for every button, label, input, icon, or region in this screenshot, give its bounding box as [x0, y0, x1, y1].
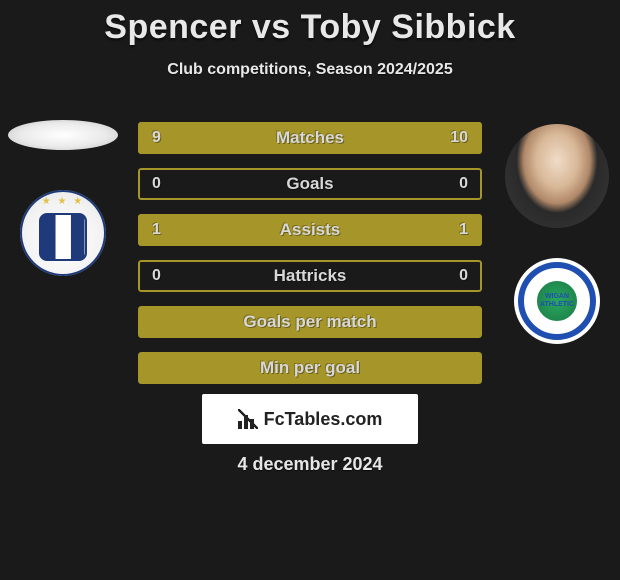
chart-icon [238, 409, 258, 429]
stat-row-hattricks: 0 Hattricks 0 [138, 260, 482, 292]
stat-left-value: 1 [152, 221, 161, 239]
stat-right-value: 0 [459, 267, 468, 285]
stat-row-min-per-goal: Min per goal [138, 352, 482, 384]
stat-right-value: 0 [459, 175, 468, 193]
club-badge-right [514, 258, 600, 344]
watermark-text: FcTables.com [264, 409, 383, 430]
stat-label: Min per goal [260, 358, 360, 378]
stat-label: Assists [280, 220, 340, 240]
stat-label: Goals [286, 174, 333, 194]
watermark: FcTables.com [202, 394, 418, 444]
player-left-avatar [8, 120, 118, 150]
player-right-avatar [505, 124, 609, 228]
player-right-column [502, 124, 612, 344]
stat-row-assists: 1 Assists 1 [138, 214, 482, 246]
stat-label: Goals per match [243, 312, 376, 332]
stat-right-value: 1 [459, 221, 468, 239]
club-badge-left [20, 190, 106, 276]
subtitle: Club competitions, Season 2024/2025 [0, 61, 620, 79]
stat-label: Matches [276, 128, 344, 148]
stat-right-value: 10 [450, 129, 468, 147]
player-left-column [8, 120, 118, 276]
stats-container: 9 Matches 10 0 Goals 0 1 Assists 1 0 Hat… [138, 122, 482, 384]
club-badge-right-inner [535, 279, 579, 323]
stat-row-matches: 9 Matches 10 [138, 122, 482, 154]
stat-label: Hattricks [274, 266, 347, 286]
stat-row-goals-per-match: Goals per match [138, 306, 482, 338]
stat-row-goals: 0 Goals 0 [138, 168, 482, 200]
date: 4 december 2024 [0, 454, 620, 475]
stat-left-value: 9 [152, 129, 161, 147]
stat-left-value: 0 [152, 267, 161, 285]
page-title: Spencer vs Toby Sibbick [0, 0, 620, 47]
stat-left-value: 0 [152, 175, 161, 193]
